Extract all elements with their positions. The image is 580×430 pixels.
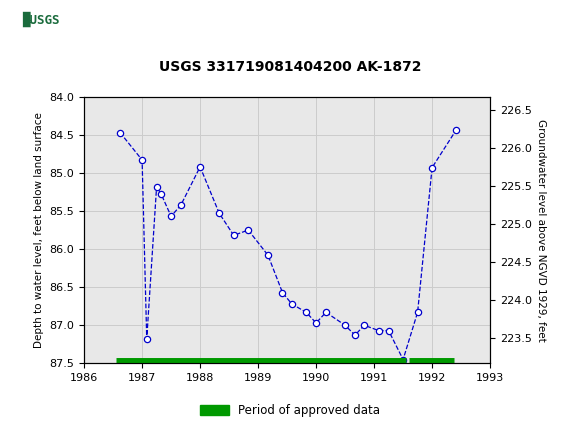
- Text: █USGS: █USGS: [22, 12, 59, 28]
- Bar: [3, 2, 78, 39]
- Text: USGS 331719081404200 AK-1872: USGS 331719081404200 AK-1872: [159, 60, 421, 74]
- Legend: Period of approved data: Period of approved data: [195, 399, 385, 422]
- Y-axis label: Groundwater level above NGVD 1929, feet: Groundwater level above NGVD 1929, feet: [536, 119, 546, 341]
- Y-axis label: Depth to water level, feet below land surface: Depth to water level, feet below land su…: [34, 112, 44, 348]
